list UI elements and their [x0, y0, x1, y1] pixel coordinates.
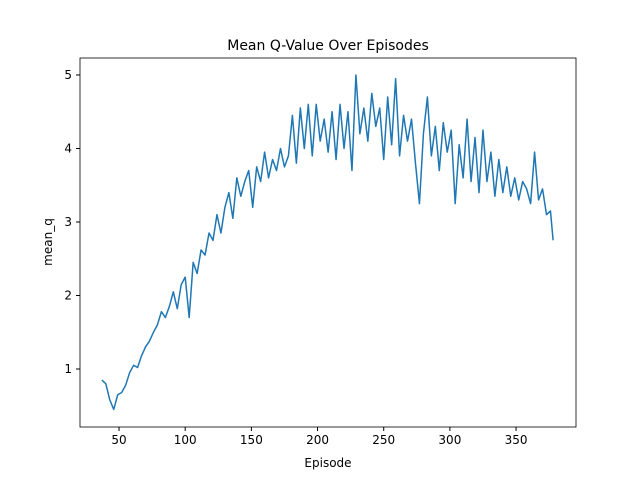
y-tick-label: 2	[64, 288, 72, 302]
x-tick-label: 50	[111, 433, 126, 447]
x-tick-label: 350	[505, 433, 528, 447]
x-tick-label: 150	[240, 433, 263, 447]
plot-frame	[79, 57, 577, 428]
x-tick-label: 200	[306, 433, 329, 447]
chart-title: Mean Q-Value Over Episodes	[227, 38, 429, 54]
y-tick-label: 1	[64, 362, 72, 376]
y-axis-label: mean_q	[41, 218, 55, 266]
y-tick-label: 5	[64, 68, 72, 82]
y-tick-label: 4	[64, 141, 72, 155]
x-tick-label: 100	[174, 433, 197, 447]
y-tick-label: 3	[64, 215, 72, 229]
data-line	[101, 74, 554, 411]
x-tick-label: 250	[372, 433, 395, 447]
x-tick-label: 300	[438, 433, 461, 447]
x-axis-label: Episode	[304, 456, 351, 470]
